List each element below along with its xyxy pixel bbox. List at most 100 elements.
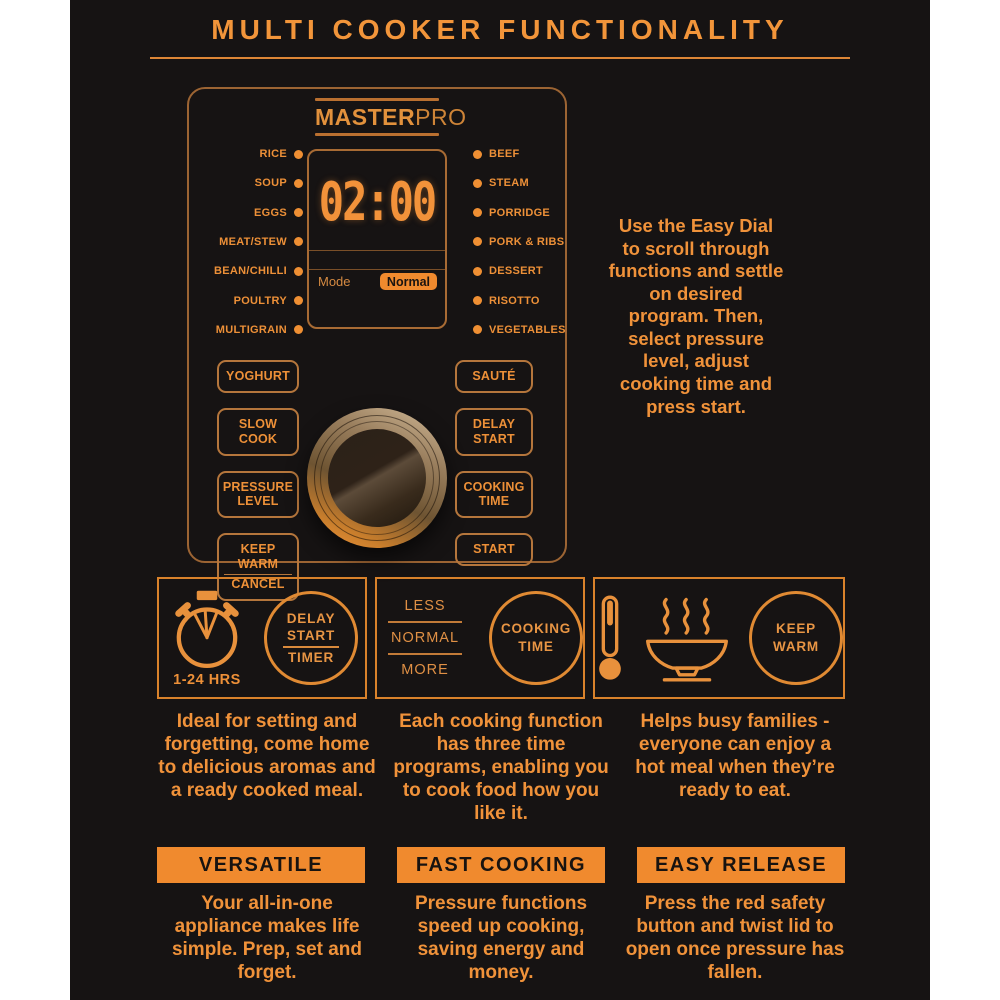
keep-warm-description: Helps busy families - everyone can enjoy… [635, 711, 835, 801]
function-label: VEGETABLES [489, 323, 566, 336]
time-program-options: LESS NORMAL MORE [377, 598, 473, 678]
option-normal: NORMAL [390, 630, 460, 646]
indicator-dot [473, 178, 482, 188]
function-eggs: EGGS [191, 207, 303, 219]
cooking-time-feature-box: LESS NORMAL MORE COOKING TIME [375, 577, 585, 699]
feature-boxes: 1-24 HRS DELAY START TIMER LESS NORMAL M… [157, 577, 845, 699]
indicator-dot [294, 208, 303, 218]
button-label: CANCEL [231, 577, 285, 591]
logo-rule-top [315, 98, 439, 101]
option-divider [388, 653, 462, 655]
indicator-dot [473, 208, 482, 218]
stopwatch-caption: 1-24 HRS [173, 671, 241, 688]
indicator-dot [473, 325, 482, 335]
display-time: 02:00 [318, 170, 437, 233]
option-more: MORE [401, 662, 449, 678]
function-list-right: BEEF STEAM PORRIDGE PORK & RIBS DESSERT … [473, 148, 569, 336]
button-label: PRESSURE [222, 479, 294, 494]
saute-button: SAUTÉ [455, 360, 533, 393]
fast-cooking-banner: FAST COOKING [397, 847, 605, 883]
keep-warm-badge: KEEP WARM [749, 591, 843, 685]
function-label: RISOTTO [489, 294, 540, 307]
yoghurt-button: YOGHURT [217, 360, 299, 393]
title-underline [150, 57, 850, 59]
versatile-banner: VERSATILE [157, 847, 365, 883]
button-label: SAUTÉ [472, 369, 516, 384]
function-label: BEEF [489, 148, 520, 160]
button-label: START [473, 542, 515, 557]
steaming-bowl-icon [646, 597, 728, 682]
button-label: YOGHURT [226, 369, 290, 384]
function-poultry: POULTRY [191, 295, 303, 307]
benefit-descriptions: Your all-in-one appliance makes life sim… [157, 893, 845, 985]
lcd-display: 02:00 Mode Normal [307, 149, 447, 329]
function-label: PORK & RIBS [489, 235, 565, 248]
badge-line: TIME [518, 639, 554, 654]
easy-release-banner: EASY RELEASE [637, 847, 845, 883]
function-label: EGGS [254, 206, 287, 219]
function-beef: BEEF [473, 148, 569, 160]
function-label: BEAN/CHILLI [214, 265, 287, 278]
button-label: LEVEL [237, 494, 279, 509]
logo-rule-bottom [315, 133, 439, 136]
brand-name-bold: MASTER [315, 104, 416, 130]
easy-dial-note: Use the Easy Dial to scroll through func… [608, 215, 784, 417]
indicator-dot [473, 237, 482, 247]
indicator-dot [294, 266, 303, 276]
delay-start-description: Ideal for setting and forgetting, come h… [158, 711, 376, 801]
button-label: DELAY [472, 417, 516, 431]
delay-start-button: DELAY START [455, 408, 533, 456]
pressure-level-button: PRESSURE LEVEL [217, 470, 299, 518]
button-label: COOKING [463, 479, 525, 494]
delay-start-feature-box: 1-24 HRS DELAY START TIMER [157, 577, 367, 699]
function-label: MULTIGRAIN [215, 323, 287, 336]
display-divider [309, 269, 445, 270]
function-risotto: RISOTTO [473, 295, 569, 307]
button-label: SLOW COOK [238, 417, 278, 446]
benefit-banners: VERSATILE FAST COOKING EASY RELEASE [157, 847, 845, 883]
fast-cooking-description: Pressure functions speed up cooking, sav… [414, 893, 588, 983]
mode-label: Mode [318, 274, 351, 289]
stopwatch-block: 1-24 HRS [166, 589, 248, 688]
indicator-dot [294, 149, 303, 159]
badge-line: TIMER [288, 649, 334, 665]
function-label: POULTRY [233, 294, 287, 307]
function-porridge: PORRIDGE [473, 207, 569, 219]
feature-descriptions: Ideal for setting and forgetting, come h… [157, 711, 845, 826]
button-label: TIME [478, 494, 510, 509]
page-title: MULTI COOKER FUNCTIONALITY [211, 14, 789, 45]
function-label: PORRIDGE [489, 206, 551, 219]
easy-dial-knob [307, 408, 447, 548]
button-label: START [473, 431, 515, 446]
function-steam: STEAM [473, 177, 569, 189]
cooking-time-description: Each cooking function has three time pro… [393, 711, 609, 824]
mode-value-badge: Normal [379, 273, 437, 290]
function-soup: SOUP [191, 177, 303, 189]
indicator-dot [294, 325, 303, 335]
infographic-canvas: MULTI COOKER FUNCTIONALITY MASTERPRO RIC… [70, 0, 930, 1000]
function-vegetables: VEGETABLES [473, 324, 569, 336]
function-label: DESSERT [489, 265, 544, 278]
option-divider [388, 621, 462, 623]
function-label: RICE [259, 148, 287, 160]
brand-name: MASTERPRO [315, 101, 466, 133]
function-multigrain: MULTIGRAIN [191, 324, 303, 336]
stopwatch-icon [175, 590, 239, 668]
brand-logo: MASTERPRO [315, 98, 466, 136]
slow-cook-button: SLOW COOK [217, 408, 299, 456]
button-label: KEEP WARM [237, 542, 279, 571]
indicator-dot [473, 296, 482, 306]
badge-line: KEEP [776, 621, 816, 637]
indicator-dot [294, 237, 303, 247]
function-label: MEAT/STEW [219, 235, 287, 248]
display-divider [309, 250, 445, 251]
cooking-time-button: COOKING TIME [455, 470, 533, 518]
badge-line: WARM [773, 639, 819, 654]
function-label: STEAM [489, 177, 529, 190]
delay-start-timer-badge: DELAY START TIMER [264, 591, 358, 685]
button-column-right: SAUTÉ DELAY START COOKING TIME START [455, 360, 533, 566]
function-rice: RICE [191, 148, 303, 160]
function-list-left: RICE SOUP EGGS MEAT/STEW BEAN/CHILLI POU… [191, 148, 303, 336]
cooking-time-badge: COOKING TIME [489, 591, 583, 685]
badge-line: START [283, 627, 339, 648]
